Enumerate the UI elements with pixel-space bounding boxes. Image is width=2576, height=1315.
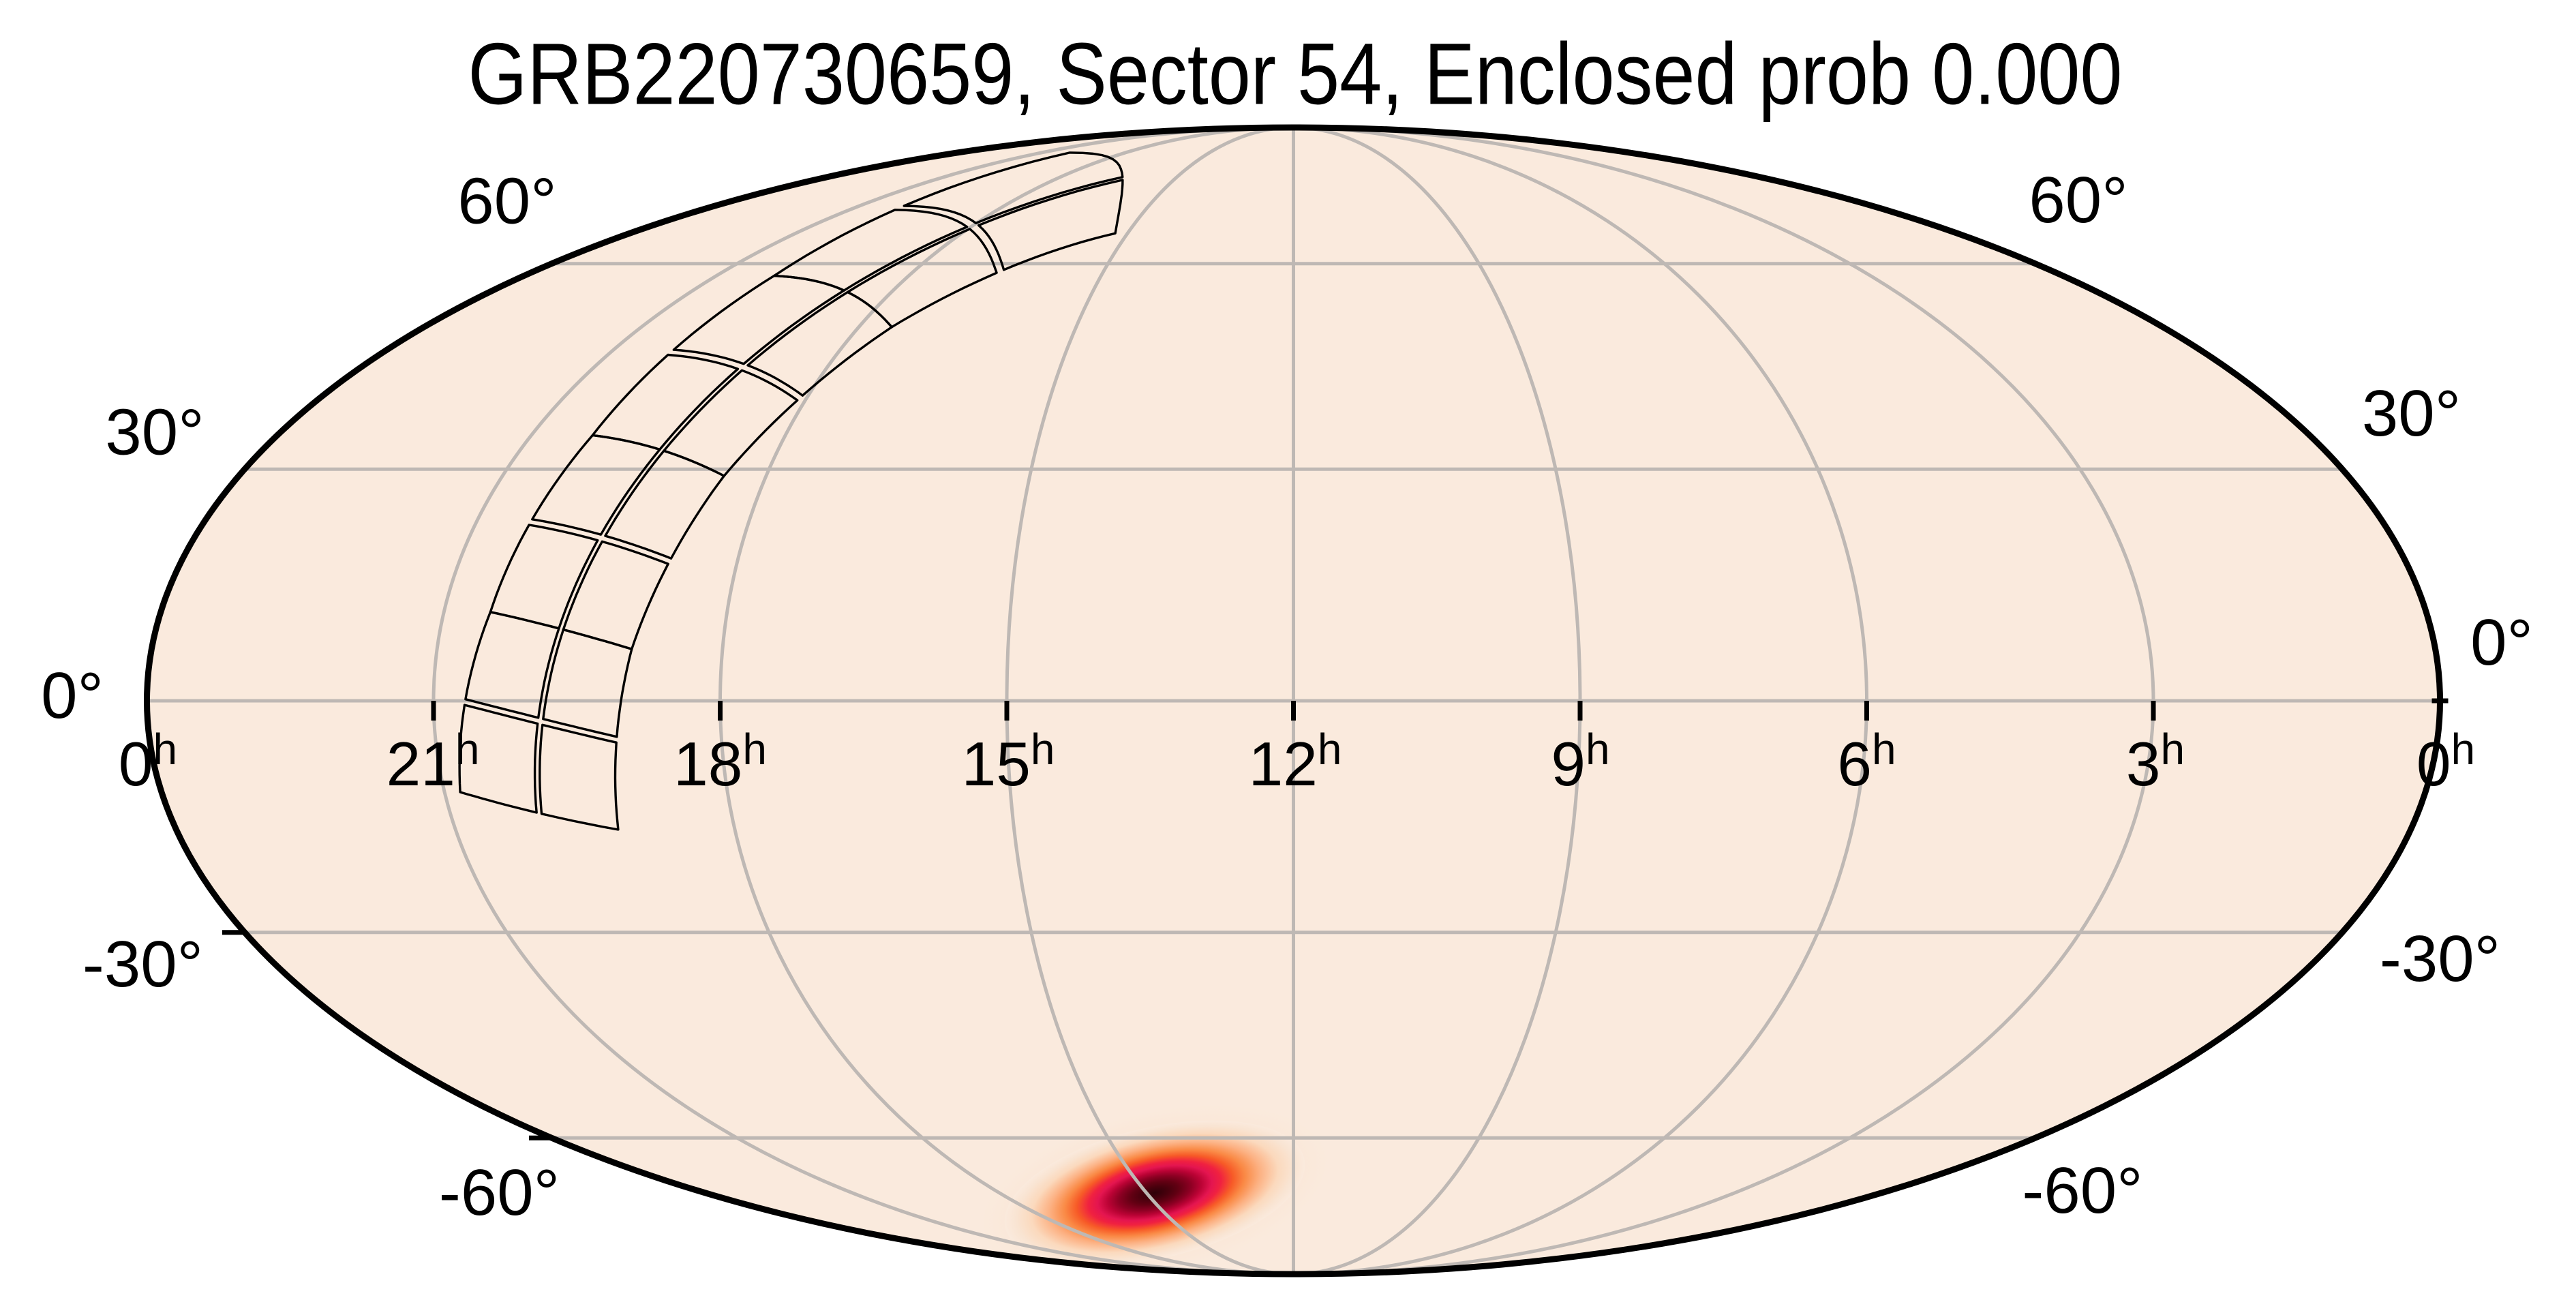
svg-text:0°: 0° xyxy=(2470,606,2533,679)
svg-text:-60°: -60° xyxy=(2022,1154,2142,1227)
svg-text:-30°: -30° xyxy=(82,928,203,1001)
svg-text:30°: 30° xyxy=(105,396,204,469)
svg-text:60°: 60° xyxy=(457,165,556,238)
svg-text:-60°: -60° xyxy=(439,1156,560,1229)
svg-text:21h: 21h xyxy=(387,725,480,799)
svg-text:0h: 0h xyxy=(2416,725,2475,799)
svg-text:30°: 30° xyxy=(2362,377,2461,450)
svg-text:GRB220730659, Sector 54, Enclo: GRB220730659, Sector 54, Enclosed prob 0… xyxy=(468,26,2123,123)
svg-text:-30°: -30° xyxy=(2380,922,2500,995)
svg-text:0°: 0° xyxy=(41,659,104,732)
svg-text:60°: 60° xyxy=(2029,164,2127,237)
